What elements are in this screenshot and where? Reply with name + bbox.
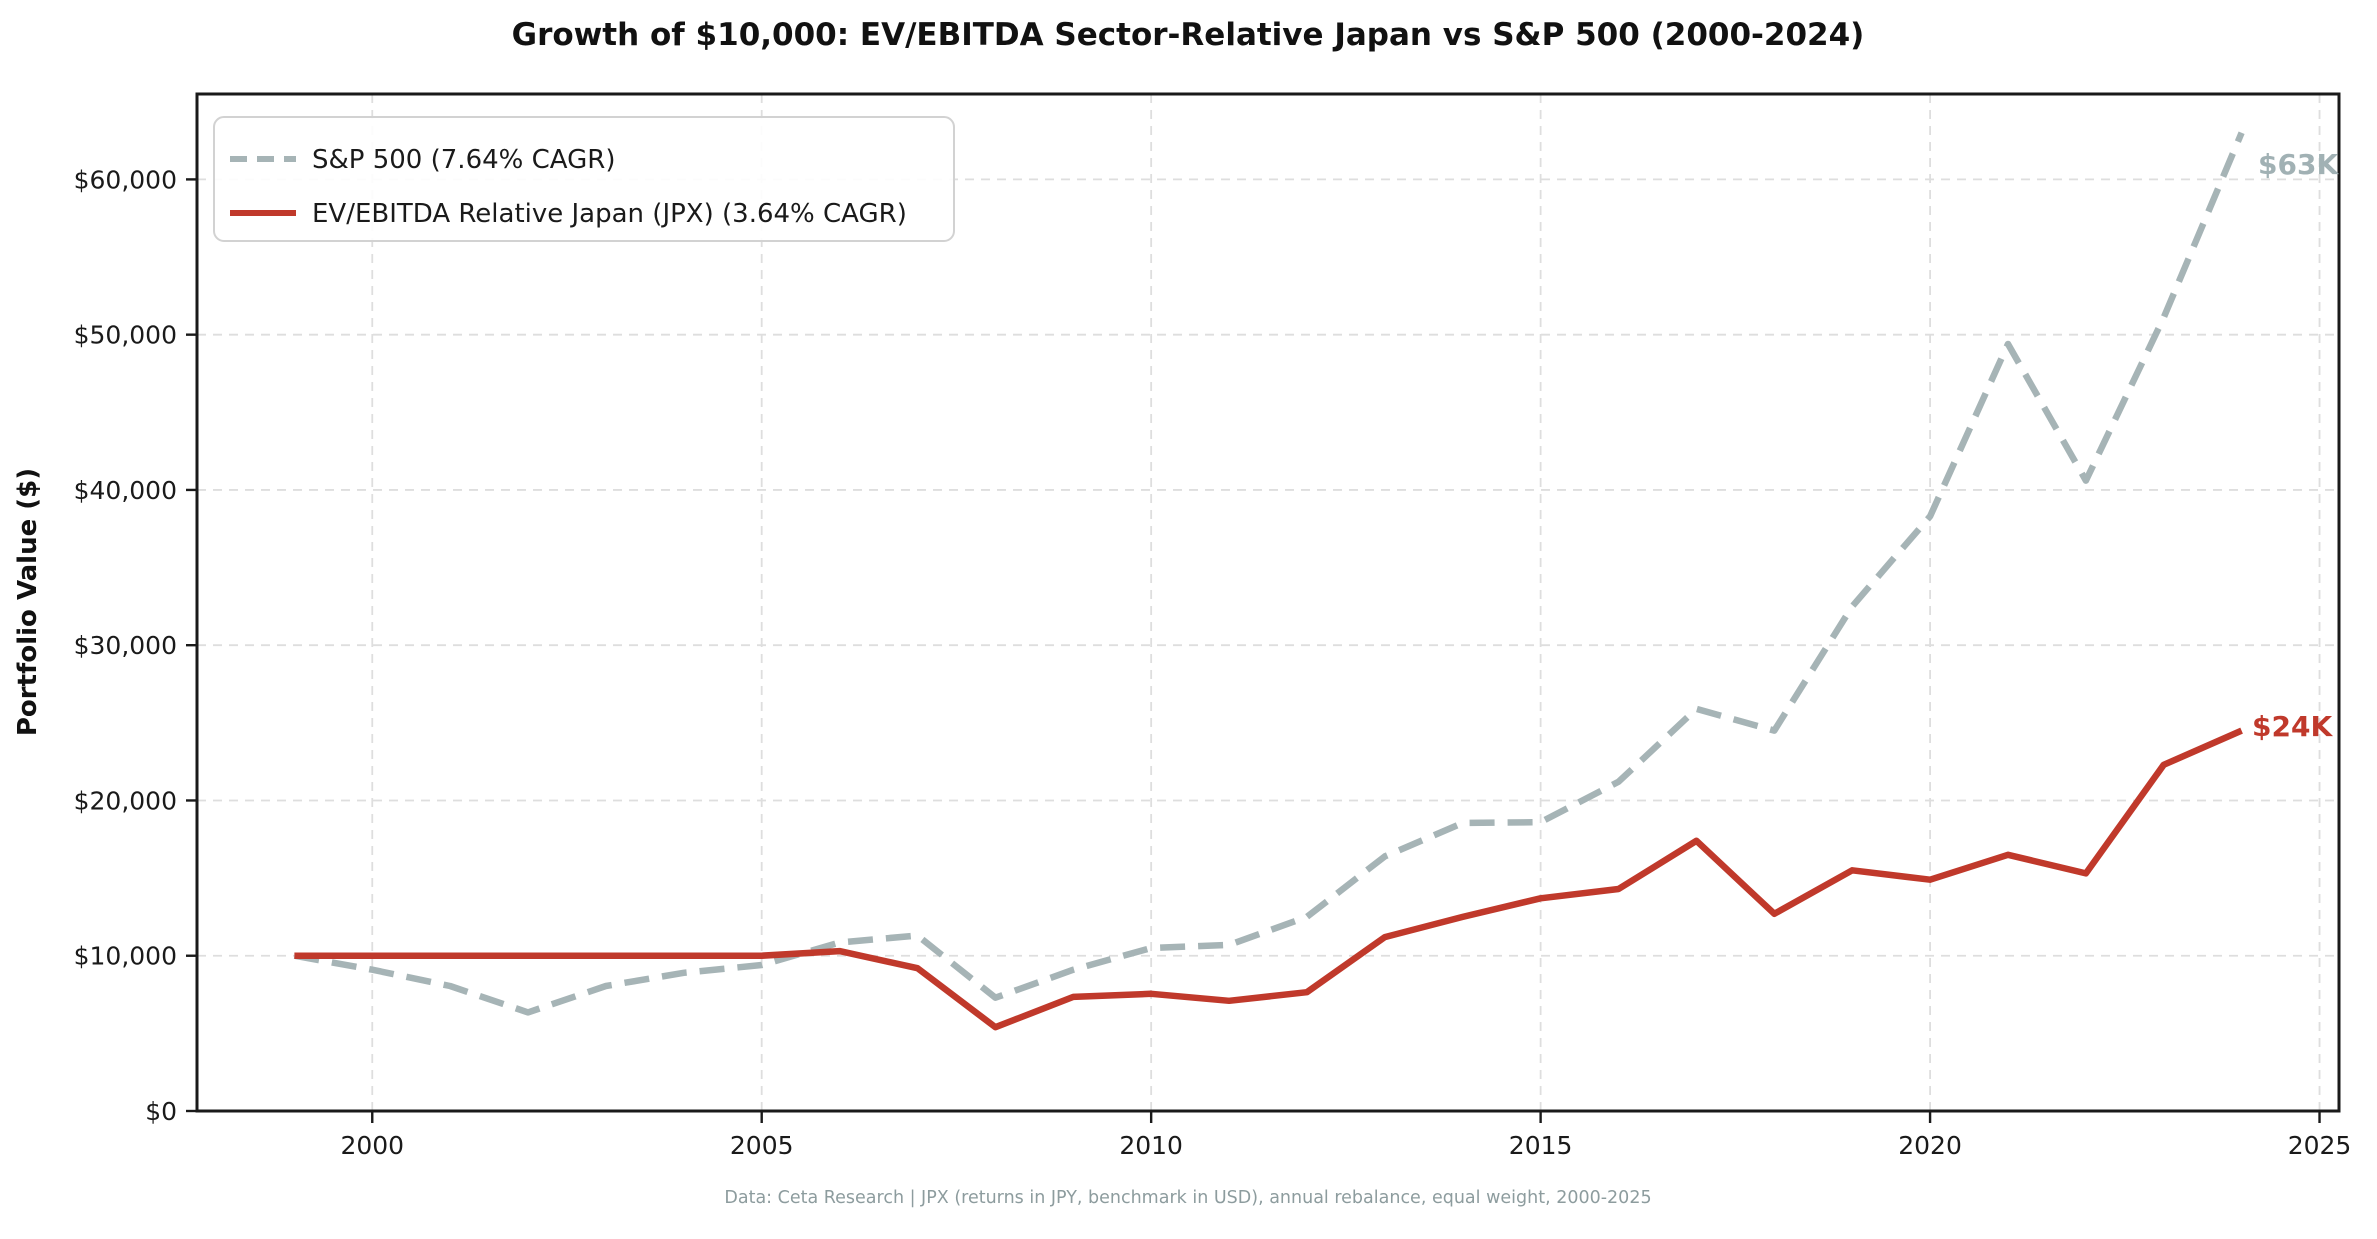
x-tick-label: 2025	[2288, 1131, 2352, 1160]
y-tick-label: $0	[145, 1097, 177, 1126]
axes-spines-ticks	[186, 92, 2341, 1123]
chart-title: Growth of $10,000: EV/EBITDA Sector-Rela…	[512, 17, 1865, 53]
x-tick-label: 2015	[1509, 1131, 1573, 1160]
series-line-jpx	[294, 727, 2243, 1031]
legend-sp500-label: S&P 500 (7.64% CAGR)	[312, 145, 615, 175]
y-tick-label: $20,000	[74, 786, 177, 815]
x-tick-label: 2005	[730, 1131, 794, 1160]
data-series	[293, 131, 2245, 1031]
y-tick-label: $50,000	[74, 321, 177, 350]
legend-box	[213, 116, 955, 242]
y-tick-label: $60,000	[74, 165, 177, 194]
y-tick-label: $40,000	[74, 476, 177, 505]
x-tick-label: 2000	[340, 1131, 404, 1160]
legend: S&P 500 (7.64% CAGR) EV/EBITDA Relative …	[213, 116, 955, 242]
jpx-end-value-label: $24K	[2252, 710, 2333, 743]
tick-labels: 2000 2005 2010 2015 2020 2025 $0 $10,000 $20,000…	[74, 165, 2352, 1160]
x-tick-label: 2010	[1119, 1131, 1183, 1160]
plot-border	[195, 92, 2341, 1113]
sp500-end-value-label: $63K	[2258, 148, 2339, 181]
y-axis-title: Portfolio Value ($)	[13, 468, 43, 736]
series-line-sp500	[293, 131, 2245, 1016]
footer-caption: Data: Ceta Research | JPX (returns in JP…	[724, 1188, 1651, 1208]
y-tick-label: $30,000	[74, 631, 177, 660]
legend-jpx-label: EV/EBITDA Relative Japan (JPX) (3.64% CA…	[312, 199, 907, 229]
y-tick-label: $10,000	[74, 942, 177, 971]
x-tick-label: 2020	[1898, 1131, 1962, 1160]
